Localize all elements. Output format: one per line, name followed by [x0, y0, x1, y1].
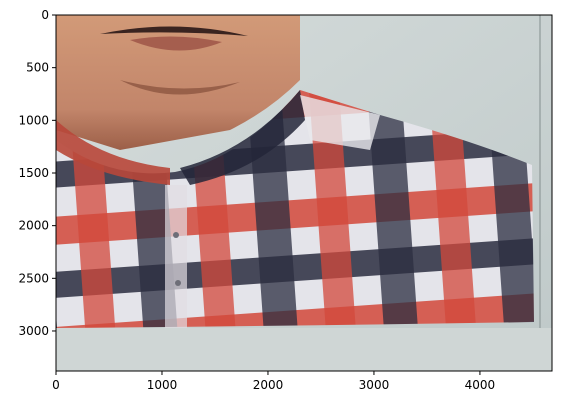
face-neck: [56, 15, 300, 150]
lips: [130, 36, 222, 51]
y-tick-label: 0: [41, 8, 49, 22]
axes-frame: [55, 14, 553, 372]
shoulder-highlight: [300, 95, 380, 150]
shirt-button: [175, 280, 181, 286]
mustache: [100, 26, 248, 36]
photo-bottom-margin: [56, 328, 552, 371]
y-tick-label: 2500: [18, 271, 49, 285]
x-tick-label: 0: [52, 378, 60, 392]
chin-shadow: [120, 80, 240, 95]
x-tick-label: 2000: [253, 378, 284, 392]
collar-right: [180, 90, 305, 185]
y-tick-label: 2000: [18, 219, 49, 233]
y-tick-label: 1500: [18, 166, 49, 180]
x-tick-label: 4000: [465, 378, 496, 392]
y-tick-label: 3000: [18, 324, 49, 338]
shirt-placket: [165, 185, 187, 328]
x-tick-label: 3000: [359, 378, 390, 392]
y-axis: 0 500 1000 1500 2000 2500 3000: [18, 8, 56, 338]
shirt-button: [173, 232, 179, 238]
y-tick-label: 1000: [18, 113, 49, 127]
photo: [56, 15, 552, 371]
y-tick-label: 500: [26, 61, 49, 75]
collar-left: [56, 120, 170, 185]
x-axis: 0 1000 2000 3000 4000: [52, 371, 495, 392]
x-tick-label: 1000: [147, 378, 178, 392]
